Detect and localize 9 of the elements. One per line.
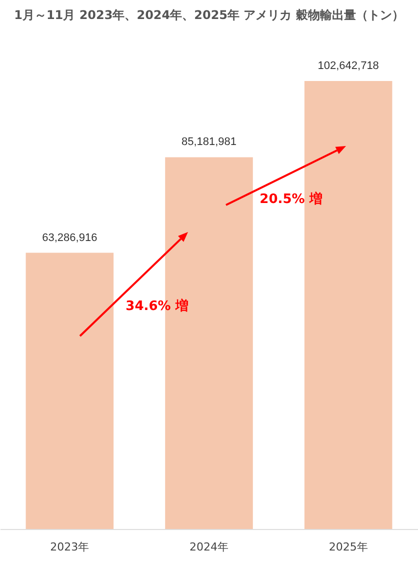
- chart-title: 1月～11月 2023年、2024年、2025年 アメリカ 穀物輸出量（トン）: [14, 8, 404, 22]
- x-tick-label: 2025年: [328, 540, 368, 554]
- x-tick-label: 2024年: [190, 540, 228, 554]
- x-tick-label: 2023年: [50, 540, 90, 554]
- data-label: 85,181,981: [181, 136, 237, 148]
- annotation: 20.5% 増: [260, 191, 322, 207]
- annotation: 34.6% 増: [126, 298, 188, 314]
- data-label: 102,642,718: [318, 60, 379, 72]
- data-label: 63,286,916: [42, 232, 98, 244]
